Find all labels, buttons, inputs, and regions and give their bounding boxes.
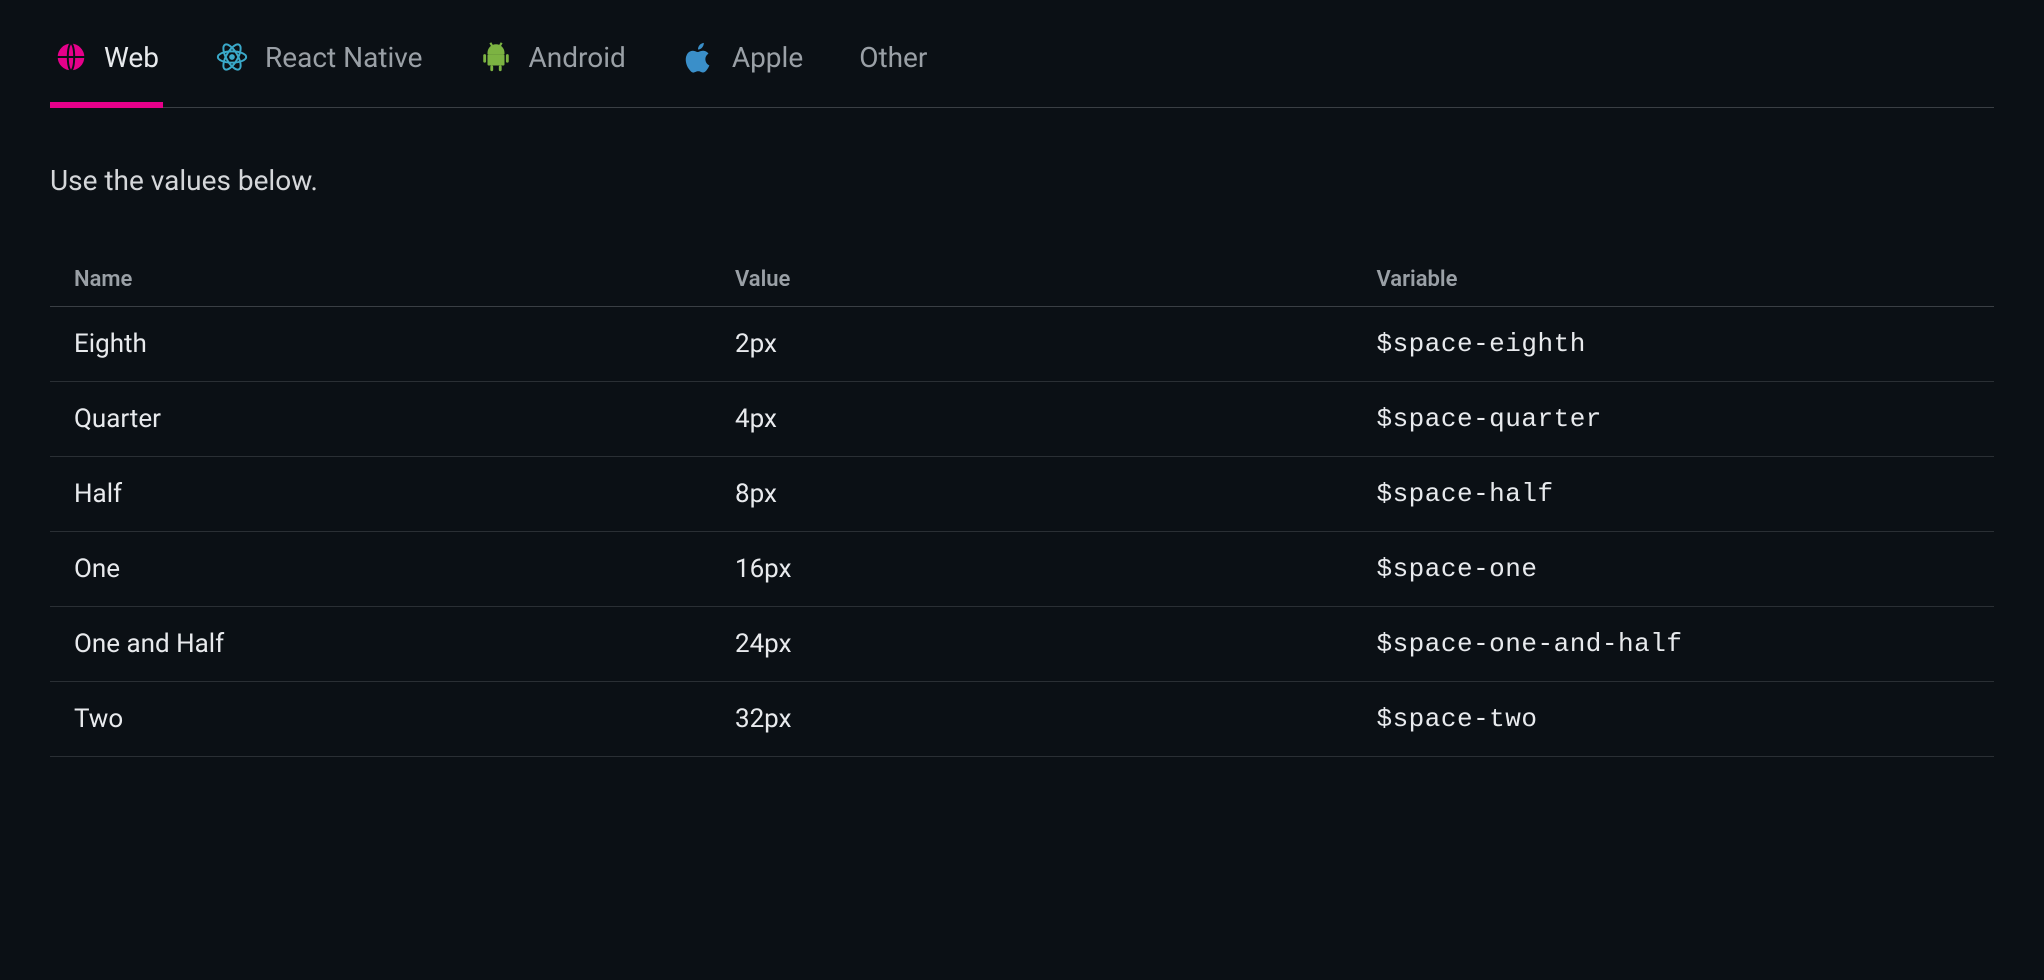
table-row: Half 8px $space-half — [50, 457, 1994, 532]
table-header-row: Name Value Variable — [50, 253, 1994, 307]
spacing-table: Name Value Variable Eighth 2px $space-ei… — [50, 253, 1994, 757]
cell-name: One and Half — [50, 607, 711, 682]
cell-variable: $space-one-and-half — [1352, 607, 1994, 682]
page-root: Web React Native — [0, 0, 2044, 757]
table-row: Quarter 4px $space-quarter — [50, 382, 1994, 457]
col-header-variable: Variable — [1352, 253, 1994, 307]
cell-value: 2px — [711, 307, 1353, 382]
table-row: Eighth 2px $space-eighth — [50, 307, 1994, 382]
col-header-value: Value — [711, 253, 1353, 307]
tab-label: Other — [859, 41, 927, 74]
table-row: One and Half 24px $space-one-and-half — [50, 607, 1994, 682]
cell-name: One — [50, 532, 711, 607]
cell-variable: $space-quarter — [1352, 382, 1994, 457]
table-row: Two 32px $space-two — [50, 682, 1994, 757]
tab-label: Apple — [732, 41, 803, 74]
cell-value: 16px — [711, 532, 1353, 607]
col-header-name: Name — [50, 253, 711, 307]
cell-value: 32px — [711, 682, 1353, 757]
cell-value: 4px — [711, 382, 1353, 457]
platform-tabs: Web React Native — [50, 0, 1994, 108]
cell-variable: $space-two — [1352, 682, 1994, 757]
cell-name: Eighth — [50, 307, 711, 382]
cell-name: Half — [50, 457, 711, 532]
cell-value: 24px — [711, 607, 1353, 682]
apple-icon — [682, 40, 716, 74]
tab-label: React Native — [265, 41, 423, 74]
tab-label: Android — [529, 41, 626, 74]
react-icon — [215, 40, 249, 74]
table-row: One 16px $space-one — [50, 532, 1994, 607]
tab-other[interactable]: Other — [855, 33, 931, 108]
cell-value: 8px — [711, 457, 1353, 532]
intro-text: Use the values below. — [50, 164, 1994, 197]
android-icon — [479, 40, 513, 74]
tab-web[interactable]: Web — [50, 32, 163, 108]
cell-variable: $space-eighth — [1352, 307, 1994, 382]
cell-variable: $space-half — [1352, 457, 1994, 532]
tab-apple[interactable]: Apple — [678, 32, 807, 108]
tab-react-native[interactable]: React Native — [211, 32, 427, 108]
cell-variable: $space-one — [1352, 532, 1994, 607]
cell-name: Quarter — [50, 382, 711, 457]
tab-label: Web — [104, 41, 159, 74]
globe-icon — [54, 40, 88, 74]
tab-android[interactable]: Android — [475, 32, 630, 108]
cell-name: Two — [50, 682, 711, 757]
